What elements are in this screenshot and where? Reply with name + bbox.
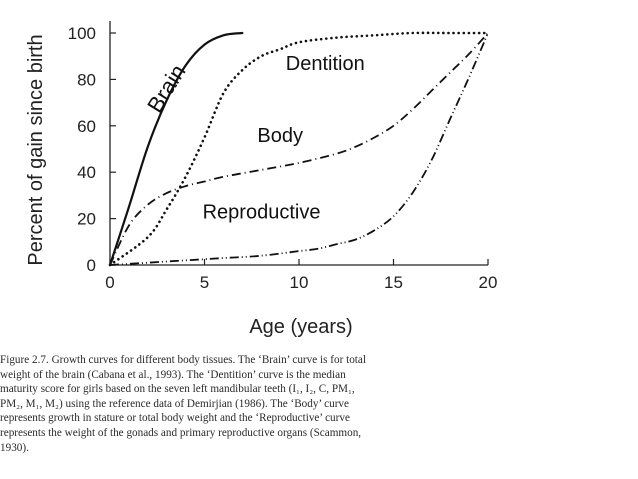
caption-line: maturity score for girls based on the se… — [0, 383, 355, 396]
y-tick-label: 80 — [77, 70, 96, 89]
x-tick-label: 15 — [384, 273, 403, 292]
series-layer — [108, 31, 490, 267]
series-line-brain — [108, 31, 244, 267]
caption-line: Figure 2.7. Growth curves for different … — [0, 354, 366, 366]
x-tick-label: 5 — [200, 273, 209, 292]
caption-line: weight of the brain (Cabana et al., 1993… — [0, 368, 346, 381]
y-axis-title: Percent of gain since birth — [25, 34, 47, 265]
series-label-dentition: Dentition — [286, 53, 365, 75]
x-tick-label: 0 — [105, 273, 114, 292]
series-line-reproductive — [109, 32, 489, 266]
caption-line: represents growth in stature or total bo… — [0, 412, 350, 425]
y-tick-label: 0 — [87, 256, 96, 275]
caption-line: PM₂, M₁, M₂) using the reference data of… — [0, 397, 349, 410]
tick-layer: 0 5 10 15 20 0 20 40 60 80 100 — [68, 24, 498, 292]
series-line-body — [109, 32, 489, 266]
series-label-body: Body — [257, 125, 303, 147]
caption-line: 1930). — [0, 441, 29, 454]
figure-caption: Figure 2.7. Growth curves for different … — [0, 353, 500, 455]
y-tick-label: 60 — [77, 117, 96, 136]
caption-line: represents the weight of the gonads and … — [0, 426, 362, 439]
x-axis-title: Age (years) — [249, 316, 352, 338]
y-tick-label: 20 — [77, 210, 96, 229]
x-tick-label: 10 — [290, 273, 309, 292]
series-line-dentition — [108, 31, 490, 267]
x-tick-label: 20 — [479, 273, 498, 292]
y-tick-label: 40 — [77, 163, 96, 182]
series-label-reproductive: Reproductive — [203, 202, 321, 224]
y-tick-label: 100 — [68, 24, 96, 43]
